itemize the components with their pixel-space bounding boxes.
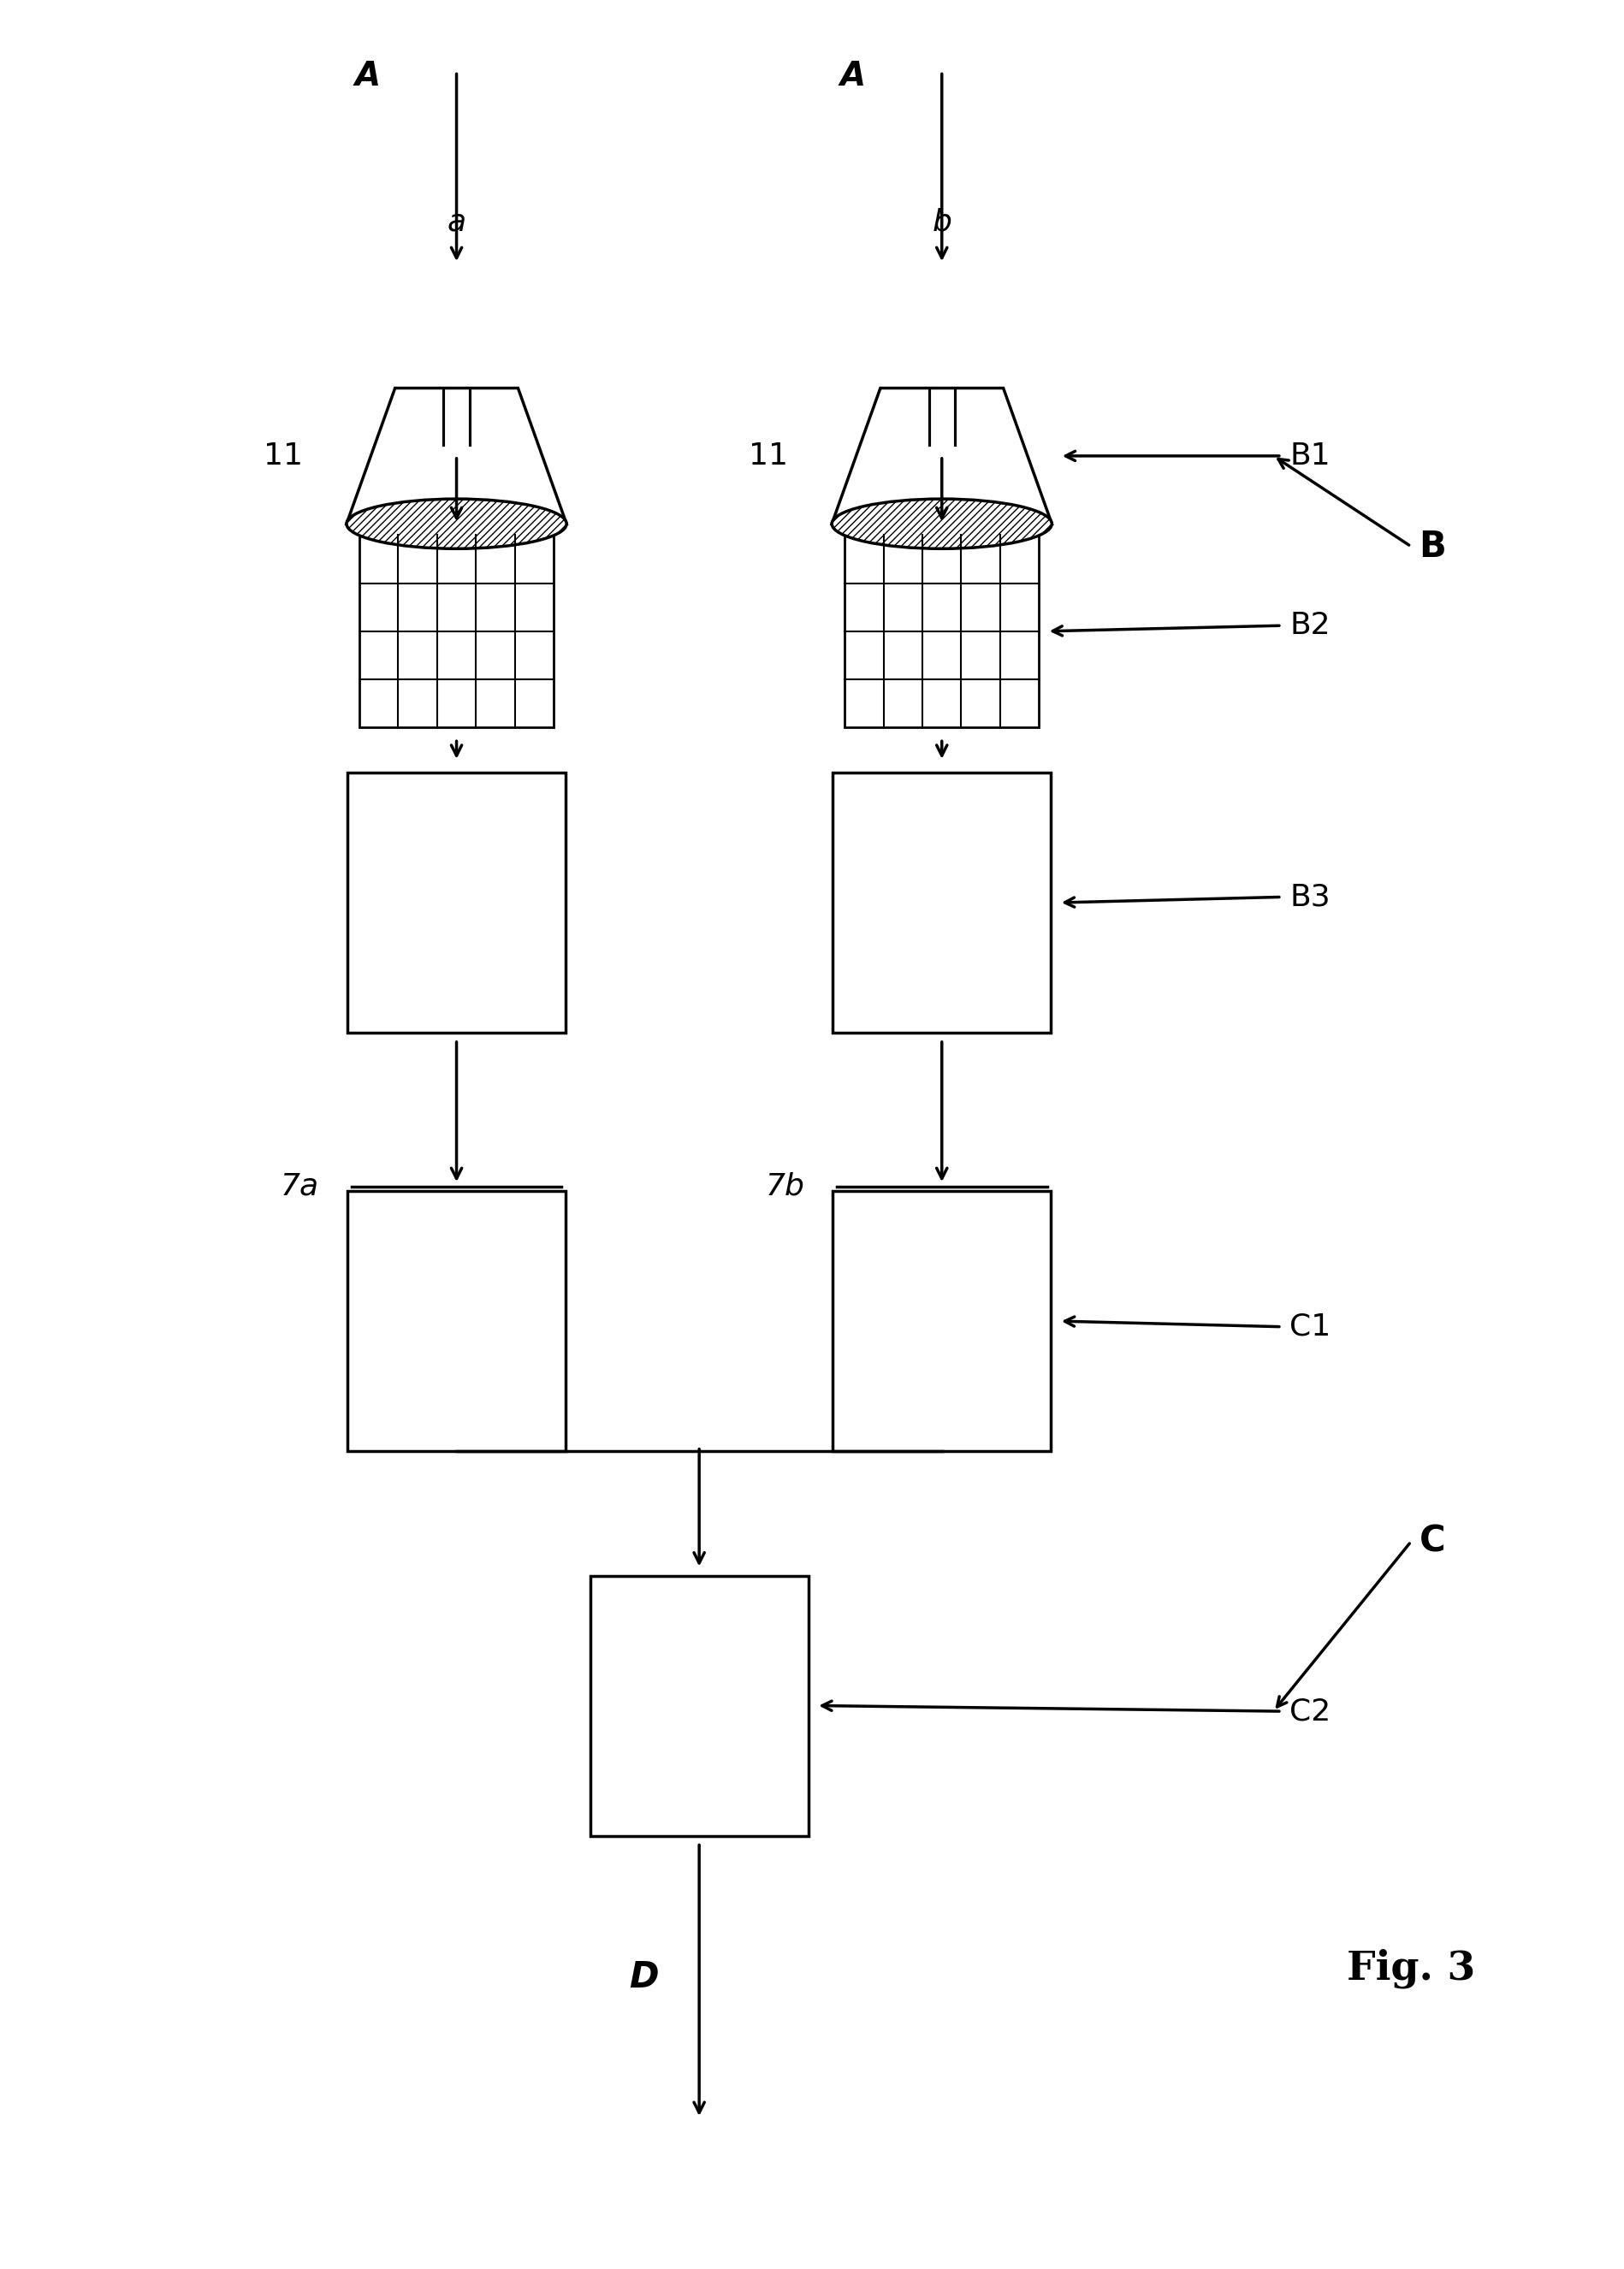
Text: A: A [840,59,866,93]
Bar [359,535,554,728]
Text: C2: C2 [1289,1697,1330,1727]
Bar [348,774,565,1032]
Text: D: D [628,1958,658,1994]
Text: b: b [932,206,952,236]
Bar [348,1191,565,1452]
Text: B2: B2 [1289,610,1330,640]
Text: A: A [354,59,380,93]
Text: 7a: 7a [281,1173,318,1200]
Bar [831,1191,1051,1452]
Text: a: a [447,206,466,236]
Text: B3: B3 [1289,883,1330,912]
Polygon shape [346,388,567,524]
Text: 7b: 7b [765,1173,804,1200]
Ellipse shape [831,499,1051,549]
Text: C: C [1418,1525,1444,1559]
Text: B: B [1418,529,1445,565]
Text: 11: 11 [749,442,788,470]
Bar [590,1575,809,1836]
Bar [844,535,1038,728]
Text: Fig. 3: Fig. 3 [1346,1949,1475,1988]
Polygon shape [831,388,1051,524]
Text: B1: B1 [1289,442,1330,470]
Bar [831,774,1051,1032]
Text: 11: 11 [263,442,302,470]
Text: C1: C1 [1289,1311,1330,1341]
Ellipse shape [346,499,567,549]
